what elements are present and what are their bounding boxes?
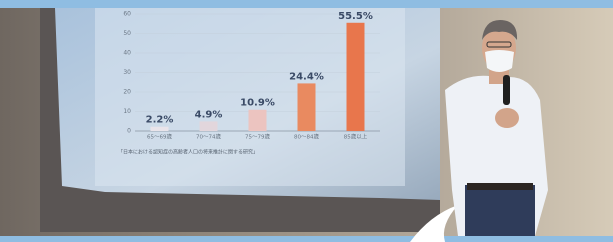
hand	[495, 108, 519, 128]
mask	[485, 50, 514, 72]
bar	[347, 23, 365, 131]
bar	[200, 121, 218, 131]
top-band	[0, 0, 613, 8]
y-tick-label: 30	[123, 69, 131, 76]
y-tick-label: 60	[123, 11, 131, 18]
value-label: 24.4%	[289, 71, 324, 82]
x-tick-label: 65～69歳	[147, 133, 172, 141]
belt	[467, 183, 533, 190]
x-tick-label: 80～84歳	[294, 133, 319, 141]
bar	[249, 110, 267, 131]
scene: 0 10 20 30 40 50 60 65～69歳 2.2% 70～74歳 4.9% 75～79歳 1…	[0, 0, 613, 242]
bar	[151, 127, 169, 131]
x-tick-label: 70～74歳	[196, 133, 221, 141]
y-tick-label: 40	[123, 50, 131, 57]
source-caption: 「日本における認知症の高齢者人口の将来推計に関する研究」	[118, 149, 258, 156]
value-label: 4.9%	[195, 109, 223, 120]
value-label: 2.2%	[146, 115, 174, 126]
y-tick-label: 0	[127, 128, 131, 135]
y-tick-label: 50	[123, 30, 131, 37]
bar	[298, 83, 316, 131]
bottom-band	[0, 236, 613, 242]
y-tick-label: 10	[123, 108, 131, 115]
value-label: 55.5%	[338, 11, 373, 22]
x-tick-label: 85歳以上	[344, 133, 368, 141]
value-label: 10.9%	[240, 98, 275, 109]
microphone	[503, 75, 510, 105]
x-tick-label: 75～79歳	[245, 133, 270, 141]
y-tick-label: 20	[123, 89, 131, 96]
trousers	[465, 185, 535, 236]
